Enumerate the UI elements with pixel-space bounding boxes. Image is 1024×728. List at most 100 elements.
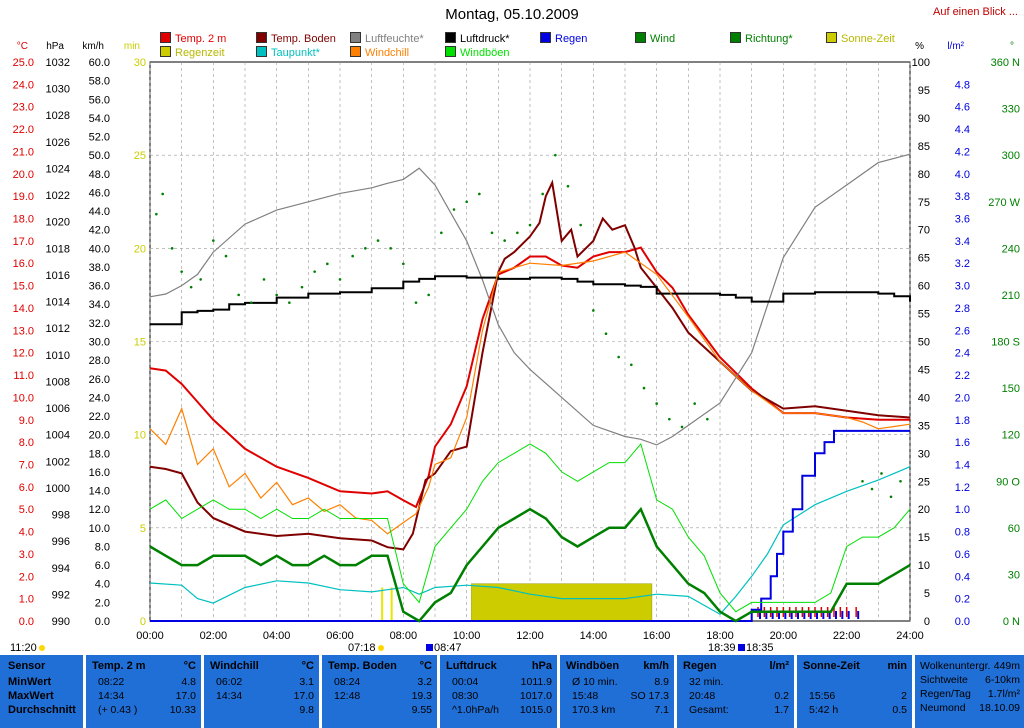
- y-tick-rain: 3.6: [955, 214, 970, 226]
- footer-windchill-value: 9.8: [299, 704, 314, 716]
- legend-swatch: [540, 32, 551, 43]
- series-temp-2-m: [149, 246, 910, 509]
- axis-unit-direction: °: [1010, 41, 1014, 52]
- footer-sonne-value: 2: [901, 690, 907, 702]
- series-richtung-point: [338, 278, 342, 281]
- axis-unit-humidity: %: [915, 41, 924, 52]
- series-richtung-point: [237, 293, 240, 297]
- legend-swatch: [350, 46, 361, 57]
- y-tick-humidity: 5: [924, 588, 930, 600]
- footer-temp-time: 14:34: [98, 690, 125, 702]
- y-tick-temp: 4.0: [19, 527, 34, 539]
- legend-item: Luftfeuchte*: [350, 32, 424, 45]
- footer-boeen-time: Ø 10 min.: [572, 676, 618, 688]
- y-tick-wind: 58.0: [89, 76, 110, 88]
- footer-regen-value: 0.2: [774, 690, 789, 702]
- chart-title: Montag, 05.10.2009: [445, 6, 579, 23]
- y-tick-pressure: 1022: [46, 190, 70, 202]
- series-richtung-point: [899, 479, 902, 483]
- x-tick-label: 24:00: [896, 630, 924, 642]
- y-tick-rain: 2.8: [955, 303, 970, 315]
- y-tick-pressure: 1016: [46, 270, 70, 282]
- series-wind: [149, 506, 911, 623]
- x-tick-label: 12:00: [516, 630, 544, 642]
- legend-label: Richtung*: [745, 33, 793, 45]
- x-tick-label: 14:00: [580, 630, 608, 642]
- y-tick-temp: 15.0: [13, 281, 34, 293]
- footer-temp-time: 08:22: [98, 676, 125, 688]
- y-tick-humidity: 55: [918, 309, 930, 321]
- footer-boeen-value: SO 17.3: [630, 690, 669, 702]
- y-tick-pressure: 1012: [46, 323, 70, 335]
- y-tick-wind: 18.0: [89, 448, 110, 460]
- y-tick-direction: 240: [1002, 243, 1020, 255]
- y-tick-wind: 0.0: [95, 616, 110, 628]
- footer-windchill-time: 06:02: [216, 676, 243, 688]
- legend-label: Temp. 2 m: [175, 33, 227, 45]
- legend-swatch: [350, 32, 361, 43]
- y-tick-temp: 8.0: [19, 437, 34, 449]
- footer-separator: [674, 655, 677, 728]
- footer-windchill-title: Windchill: [210, 660, 259, 672]
- y-tick-rain: 1.0: [955, 504, 970, 516]
- legend-swatch: [160, 32, 171, 43]
- rain-start-label: 08:47: [426, 642, 462, 654]
- y-tick-pressure: 996: [52, 536, 70, 548]
- sunrise-icon: [377, 645, 384, 651]
- y-tick-pressure: 1010: [46, 350, 70, 362]
- y-tick-humidity: 90: [918, 113, 930, 125]
- y-tick-pressure: 1028: [46, 110, 70, 122]
- series-richtung-point: [668, 417, 671, 421]
- series-richtung-point: [490, 231, 494, 235]
- y-tick-humidity: 85: [918, 141, 930, 153]
- y-tick-temp: 16.0: [13, 258, 34, 270]
- y-tick-humidity: 25: [918, 476, 930, 488]
- legend-item: Luftdruck*: [445, 32, 510, 45]
- series-richtung-point: [642, 386, 646, 390]
- y-tick-humidity: 100: [912, 57, 930, 69]
- series-taupunkt: [149, 466, 911, 616]
- legend-label: Regen: [555, 33, 588, 45]
- x-tick-label: 10:00: [453, 630, 481, 642]
- series-richtung-point: [212, 239, 215, 242]
- series-richtung-point: [706, 417, 709, 421]
- series-richtung-point: [516, 231, 519, 235]
- sun-icon: [38, 645, 45, 651]
- overview-link[interactable]: Auf einen Blick ...: [933, 6, 1018, 18]
- legend-item: Windchill: [350, 46, 409, 59]
- legend-item: Richtung*: [730, 32, 793, 45]
- series-richtung-point: [351, 254, 354, 258]
- y-tick-pressure: 1032: [46, 57, 70, 69]
- y-tick-direction: 150: [1002, 383, 1020, 395]
- y-tick-wind: 50.0: [89, 150, 110, 162]
- y-tick-pressure: 998: [52, 510, 70, 522]
- series-richtung-point: [680, 425, 684, 429]
- footer-temp-value: 10.33: [169, 704, 196, 716]
- y-tick-temp: 24.0: [13, 79, 34, 91]
- footer-info-value: 18.10.09: [979, 702, 1020, 714]
- y-tick-wind: 24.0: [89, 392, 110, 404]
- y-tick-temp: 10.0: [13, 392, 34, 404]
- y-tick-wind: 44.0: [89, 206, 110, 218]
- series-richtung-point: [870, 487, 874, 491]
- series-richtung-point: [170, 247, 174, 250]
- footer-windchill-value: 3.1: [299, 676, 314, 688]
- footer-boden-time: 08:24: [334, 676, 361, 688]
- y-tick-wind: 20.0: [89, 430, 110, 442]
- footer-druck-time: 00:04: [452, 676, 479, 688]
- footer-sensor-title: Sensor: [8, 660, 46, 672]
- y-tick-rain: 0.8: [955, 527, 970, 539]
- y-tick-pressure: 1014: [46, 297, 70, 309]
- footer-boden-value: 9.55: [411, 704, 432, 716]
- y-tick-rain: 4.6: [955, 102, 970, 114]
- y-tick-pressure: 992: [52, 589, 70, 601]
- series-richtung-point: [630, 363, 633, 367]
- y-tick-humidity: 35: [918, 420, 930, 432]
- footer-sonne-unit: min: [887, 660, 907, 672]
- y-tick-direction: 60: [1008, 523, 1020, 535]
- y-tick-min: 10: [134, 430, 146, 442]
- y-tick-wind: 10.0: [89, 523, 110, 535]
- y-tick-wind: 56.0: [89, 94, 110, 106]
- y-tick-wind: 36.0: [89, 281, 110, 293]
